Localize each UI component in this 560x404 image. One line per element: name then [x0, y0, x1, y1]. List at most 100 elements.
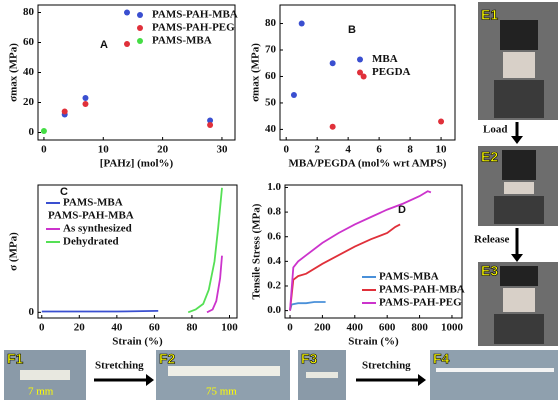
load-label: Load [483, 124, 507, 136]
legend-marker [357, 56, 363, 63]
point [61, 108, 68, 115]
y-tick-label: 70 [265, 44, 277, 56]
photo-e1: E1 [478, 2, 558, 120]
photo-f3: F3 [298, 350, 346, 400]
x-tick-label: 60 [149, 322, 161, 334]
y-tick-label: 60 [265, 70, 277, 82]
stretching-label: Stretching [95, 360, 144, 372]
point [124, 9, 131, 16]
photo-f1: F1 7 mm [4, 350, 86, 400]
x-tick-label: 800 [411, 322, 428, 334]
y-tick-label: 50 [265, 96, 277, 108]
x-tick-label: 0 [39, 322, 45, 334]
x-tick-label: 30 [216, 144, 228, 156]
plot-frame [279, 4, 456, 141]
x-axis-label: MBA/PEGDA (mol% wrt AMPS) [289, 158, 447, 170]
point [360, 73, 367, 80]
legend-label: As synthesized [63, 223, 132, 235]
plot-frame [37, 184, 238, 319]
x-tick-label: 0 [287, 322, 293, 334]
y-tick-label: 0.2 [267, 280, 281, 292]
legend-label: Dehydrated [63, 236, 119, 248]
release-label: Release [474, 234, 510, 246]
y-axis-label: σ (MPa) [8, 232, 20, 271]
x-tick-label: 0 [41, 144, 47, 156]
point [40, 128, 47, 134]
point [329, 123, 336, 130]
legend-marker [137, 38, 143, 44]
point [207, 117, 214, 124]
legend-label: PAMS-PAH-PEG [379, 297, 462, 309]
x-axis-label: [PAHz] (mol%) [100, 158, 174, 170]
arrow-head [511, 254, 523, 262]
legend-label: MBA [372, 53, 398, 65]
x-tick-label: 4 [345, 144, 351, 156]
y-tick-label: 20 [23, 96, 35, 108]
x-tick-label: 6 [376, 144, 382, 156]
x-tick-label: 10 [98, 144, 110, 156]
y-tick-label: 1.0 [267, 181, 281, 193]
point [290, 92, 297, 98]
panel-label: B [348, 24, 356, 36]
point [438, 118, 445, 125]
y-tick-label: 0.6 [267, 230, 281, 242]
x-tick-label: 20 [157, 144, 169, 156]
y-tick-label: 80 [265, 17, 277, 29]
line [289, 223, 401, 311]
legend-label: PAMS-PAH-MBA [152, 9, 238, 21]
line [41, 310, 159, 313]
y-tick-label: 80 [23, 6, 35, 18]
x-tick-label: 400 [347, 322, 364, 334]
arrow-head [511, 136, 523, 144]
y-tick-label: 0 [29, 126, 35, 138]
legend-label: PAMS-PAH-MBA [379, 284, 465, 296]
point [82, 101, 89, 107]
y-axis-label: σmax (MPa) [8, 43, 20, 102]
photo-e2: E2 [478, 146, 558, 226]
legend-marker [357, 69, 363, 76]
point [82, 95, 89, 101]
y-tick-label: 40 [23, 66, 35, 78]
photo-f2: F2 75 mm [156, 350, 290, 400]
x-tick-label: 80 [186, 322, 198, 334]
arrow-head [418, 374, 426, 386]
x-tick-label: 40 [111, 322, 123, 334]
legend-group-title: PAMS-PAH-MBA [48, 210, 134, 222]
x-tick-label: 10 [436, 144, 448, 156]
photo-f4: F4 [430, 350, 558, 400]
line [187, 187, 223, 314]
line [289, 301, 326, 311]
legend-label: PAMS-MBA [63, 197, 123, 209]
photo-label: F1 [7, 351, 24, 367]
panel-label: D [398, 204, 406, 216]
panel-label: C [60, 186, 68, 198]
legend-label: PAMS-MBA [379, 271, 439, 283]
photo-label: E1 [481, 7, 498, 23]
y-tick-label: 0.4 [267, 255, 281, 267]
photo-label: F3 [301, 351, 318, 367]
plot-frame [284, 184, 463, 319]
x-tick-label: 8 [407, 144, 413, 156]
point [329, 60, 336, 67]
legend-label: PEGDA [372, 66, 411, 78]
y-tick-label: 40 [265, 123, 277, 135]
y-tick-label: 60 [23, 36, 35, 48]
length-label: 7 mm [28, 386, 54, 398]
point [124, 41, 131, 47]
panel-label: A [100, 39, 108, 51]
photo-label: E2 [481, 149, 498, 165]
arrow-head [146, 374, 154, 386]
point [207, 122, 214, 128]
stretching-label: Stretching [362, 360, 411, 372]
photo-label: E3 [481, 263, 498, 279]
length-label: 75 mm [206, 386, 237, 398]
legend-label: PAMS-MBA [152, 35, 212, 47]
legend-label: PAMS-PAH-PEG [152, 22, 235, 34]
x-tick-label: 100 [221, 322, 238, 334]
photo-label: F4 [433, 351, 450, 367]
photo-label: F2 [159, 351, 176, 367]
photo-e3: E3 [478, 262, 558, 346]
x-tick-label: 20 [74, 322, 86, 334]
y-tick-label: 0.8 [267, 206, 281, 218]
